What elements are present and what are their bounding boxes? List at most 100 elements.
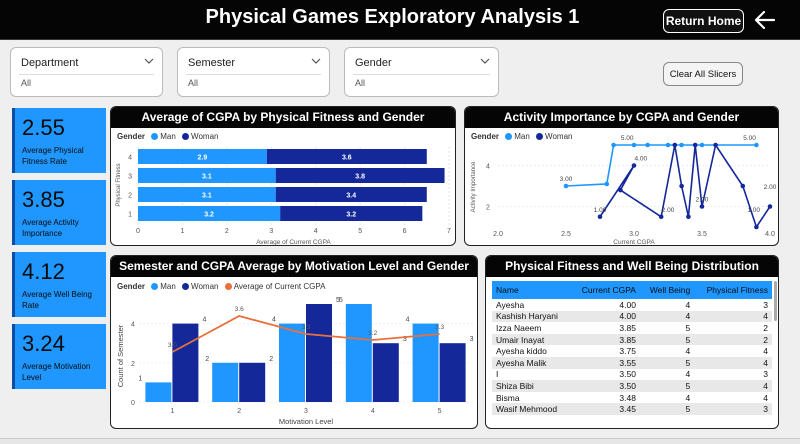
data-point — [699, 142, 705, 148]
table-row[interactable]: Izza Naeem 3.85 5 2 — [492, 322, 772, 334]
data-label: 3.2 — [346, 212, 356, 219]
bar-man — [138, 187, 276, 202]
table-row[interactable]: Bisma 3.48 4 4 — [492, 392, 772, 404]
x-tick-label: 3.5 — [697, 231, 707, 238]
line-label: 3.6 — [235, 306, 244, 313]
table-cell: 4 — [685, 392, 691, 403]
slicer-value[interactable]: All — [188, 78, 199, 88]
y-axis-title: Count of Semester — [116, 324, 125, 387]
data-label: 1 — [138, 375, 142, 382]
bar-woman — [372, 343, 399, 402]
legend: Gender Man Woman Average of Current CGPA — [117, 282, 326, 291]
kpi-label: Average Physical Fitness Rate — [22, 146, 84, 166]
slicer-value[interactable]: All — [21, 78, 32, 88]
bar-woman — [239, 362, 266, 402]
legend: Gender Man Woman — [117, 132, 219, 141]
table-cell: Ayesha kiddo — [496, 346, 547, 357]
fitness-wellbeing-table-panel[interactable]: Physical Fitness and Well Being Distribu… — [485, 255, 779, 429]
x-axis-title: Current CGPA — [613, 239, 655, 246]
table-cell: 3 — [763, 299, 768, 310]
kpi-value: 4.12 — [22, 259, 65, 284]
x-tick-label: 7 — [447, 228, 451, 235]
table-scrollbar[interactable] — [774, 281, 777, 321]
page-tabs-strip — [0, 438, 800, 444]
data-point — [740, 183, 746, 189]
bar-woman — [266, 149, 427, 164]
kpi-label: Average Motivation Level — [22, 362, 91, 382]
table-row[interactable]: Ayesha 4.00 4 3 — [492, 299, 772, 311]
data-label: 3.4 — [346, 193, 356, 200]
data-label: 3.2 — [204, 212, 214, 219]
chevron-down-icon[interactable] — [144, 57, 154, 65]
table-cell: 4 — [763, 392, 768, 403]
clear-all-slicers-button[interactable]: Clear All Slicers — [663, 62, 743, 86]
table-row[interactable]: Kashish Haryani 4.00 4 4 — [492, 310, 772, 323]
table-row[interactable]: Wasif Mehmood 3.45 5 3 — [492, 403, 772, 415]
table-row[interactable]: I 3.50 4 3 — [492, 369, 772, 381]
slicer-value[interactable]: All — [355, 78, 366, 88]
chevron-down-icon[interactable] — [480, 57, 490, 65]
column-header[interactable]: Name — [492, 281, 571, 299]
table-cell: 3.45 — [570, 403, 640, 415]
data-point — [597, 214, 603, 220]
table-cell: 4.00 — [619, 299, 636, 310]
kpi-motivation: 3.24 Average Motivation Level — [12, 324, 106, 389]
return-home-button[interactable]: Return Home — [663, 9, 744, 33]
table-cell: 4 — [685, 369, 691, 380]
table-cell: 3.55 — [570, 356, 640, 369]
slicer-title: Gender — [355, 57, 392, 69]
cgpa-fitness-chart[interactable]: Average of CGPA by Physical Fitness and … — [110, 106, 456, 246]
data-point — [631, 163, 637, 168]
table-row[interactable]: Ayesha Malik 3.55 5 4 — [492, 356, 772, 369]
table-cell: 5 — [685, 322, 691, 333]
data-label: 3.6 — [342, 155, 352, 162]
x-tick-label: 2 — [225, 228, 229, 235]
gender-slicer[interactable]: Gender All — [344, 47, 499, 97]
data-label: 4.00 — [634, 156, 647, 163]
table-cell: 4 — [685, 299, 691, 310]
x-tick-label: 2 — [237, 408, 241, 415]
column-header[interactable]: Current CGPA — [570, 281, 640, 299]
table-cell: 3.48 — [619, 392, 636, 403]
bar-woman — [275, 187, 427, 202]
kpi-label: Average Well Being Rate — [22, 290, 92, 310]
table-row[interactable]: Ayesha kiddo 3.75 4 4 — [492, 345, 772, 357]
table-cell: Izza Naeem — [496, 322, 542, 333]
line-label: 3.0 — [168, 342, 177, 349]
semester-slicer[interactable]: Semester All — [177, 47, 330, 97]
data-label: 2 — [269, 356, 273, 363]
data-label: 4 — [272, 317, 276, 324]
bar-woman — [280, 206, 423, 221]
chevron-down-icon[interactable] — [311, 57, 321, 65]
data-label: 5 — [339, 297, 343, 304]
table-cell: 3.50 — [570, 380, 640, 392]
y-tick-label: 4 — [131, 322, 135, 329]
bar-chart[interactable]: 0 1 2 3 4 5 6 7 Average of Current CGPA Physical … — [111, 107, 456, 246]
x-tick-label: 3 — [269, 228, 273, 235]
y-tick-label: 2 — [131, 361, 135, 368]
y-tick-label: 4 — [128, 155, 132, 162]
table-title: Physical Fitness and Well Being Distribu… — [486, 256, 778, 277]
back-arrow-icon[interactable] — [753, 8, 777, 32]
x-tick-label: 3 — [304, 408, 308, 415]
data-point — [645, 142, 650, 148]
bar-woman — [172, 323, 199, 402]
activity-cgpa-chart[interactable]: Activity Importance by CGPA and Gender G… — [464, 106, 779, 246]
table-cell: 3.50 — [619, 369, 636, 380]
combo-chart[interactable]: 0 2 4 Motivation Level Count of Semester 1 1 4 2… — [111, 256, 478, 429]
chart-title: Average of CGPA by Physical Fitness and … — [111, 107, 455, 128]
table-cell: Wasif Mehmood — [492, 403, 571, 415]
data-table[interactable]: Name Current CGPA Well Being Physical Fitne… — [492, 281, 772, 415]
table-cell: 3 — [763, 369, 768, 380]
motivation-chart[interactable]: Semester and CGPA Average by Motivation … — [110, 255, 478, 429]
column-header[interactable]: Physical Fitness — [694, 281, 772, 299]
x-tick-label: 6 — [403, 228, 407, 235]
y-tick-label: 1 — [128, 212, 132, 219]
department-slicer[interactable]: Department All — [10, 47, 163, 97]
table-row[interactable]: Umair Inayat 3.85 5 2 — [492, 333, 772, 346]
column-header[interactable]: Well Being — [639, 281, 695, 299]
legend: Gender Man Woman — [471, 132, 573, 141]
data-label: 3.1 — [202, 193, 212, 200]
table-row[interactable]: Shiza Bibi 3.50 5 4 — [492, 380, 772, 392]
